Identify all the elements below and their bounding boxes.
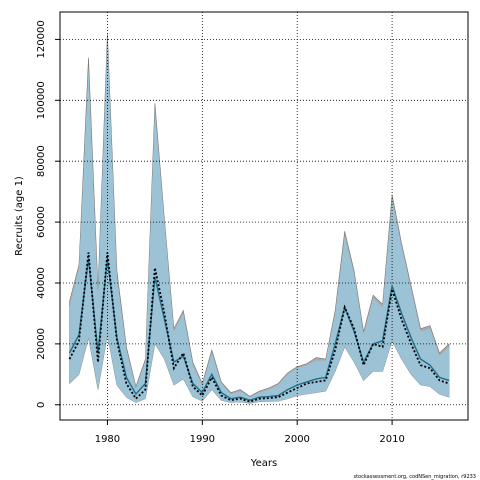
- x-axis-title: Years: [250, 458, 277, 469]
- footnote: stockassessment.org, codNSen_migration, …: [353, 474, 476, 480]
- y-tick-label: 40000: [36, 267, 47, 299]
- y-tick-label: 20000: [36, 328, 47, 360]
- confidence-bands: [69, 33, 450, 404]
- y-axis: 0 20000 40000 60000 80000 100000 120000: [36, 20, 60, 408]
- x-axis: 1980 1990 2000 2010: [95, 420, 405, 445]
- y-tick-label: 120000: [36, 20, 47, 58]
- estimate-series-line: [68, 252, 450, 403]
- x-tick-label: 1980: [95, 434, 120, 445]
- y-tick-label: 60000: [36, 206, 47, 238]
- x-tick-label: 1990: [190, 434, 215, 445]
- grid-lines: [60, 12, 468, 420]
- y-axis-title: Recruits (age 1): [14, 176, 25, 256]
- y-tick-label: 0: [36, 402, 47, 408]
- x-tick-label: 2010: [379, 434, 404, 445]
- series-lines: [68, 252, 450, 403]
- plot-frame: [59, 11, 469, 421]
- x-tick-label: 2000: [284, 434, 309, 445]
- y-tick-label: 80000: [36, 145, 47, 177]
- y-tick-label: 100000: [36, 81, 47, 119]
